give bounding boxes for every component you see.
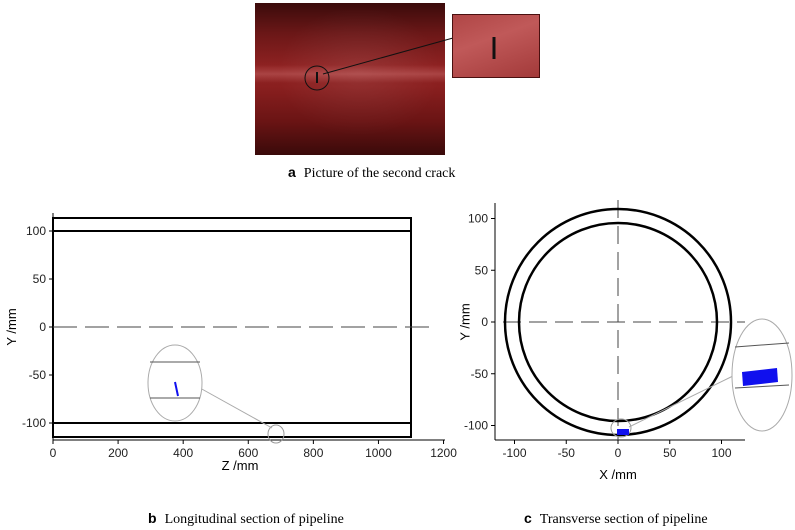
c-crack <box>617 429 629 435</box>
caption-c-label: c <box>524 510 532 526</box>
chart-longitudinal: 0 200 400 600 800 1000 1200 100 50 0 -50 -100 Z /m… <box>4 213 457 473</box>
b-x-tick-label: 400 <box>173 446 193 460</box>
caption-a: a Picture of the second crack <box>288 164 455 182</box>
caption-c-text: Transverse section of pipeline <box>539 512 708 527</box>
c-y-tick-label: 100 <box>468 212 488 226</box>
c-y-tick-label: -100 <box>464 419 488 433</box>
photo-callout-line <box>322 37 454 75</box>
c-inner-wall <box>517 221 719 423</box>
caption-b-text: Longitudinal section of pipeline <box>164 512 344 527</box>
b-ylabel: Y /mm <box>4 308 19 345</box>
c-ylabel: Y /mm <box>458 303 473 340</box>
b-y-tick-label: 0 <box>39 320 46 334</box>
b-y-tick-label: 100 <box>26 224 46 238</box>
caption-a-label: a <box>288 164 296 180</box>
b-x-tick-label: 1200 <box>430 446 457 460</box>
crack-closeup-inset <box>452 14 540 78</box>
chart-transverse: -100 -50 0 50 100 100 50 0 -50 -100 X /mm Y /mm <box>458 200 793 482</box>
b-crack-marker <box>267 424 285 444</box>
b-y-tick-label: -100 <box>22 416 46 430</box>
b-x-tick-label: 1000 <box>365 446 392 460</box>
b-callout-line <box>199 387 273 429</box>
b-x-tick-label: 0 <box>50 446 57 460</box>
c-y-tick-label: 50 <box>475 263 489 277</box>
c-zoom-line-bottom <box>734 384 790 389</box>
c-y-tick-label: 0 <box>481 315 488 329</box>
crack-photo <box>255 3 445 155</box>
caption-c: c Transverse section of pipeline <box>524 510 708 528</box>
caption-b-label: b <box>148 510 157 526</box>
c-xlabel: X /mm <box>599 467 637 482</box>
b-x-tick-label: 600 <box>238 446 258 460</box>
b-xlabel: Z /mm <box>222 458 259 473</box>
caption-b: b Longitudinal section of pipeline <box>148 510 344 528</box>
b-y-tick-label: -50 <box>29 368 47 382</box>
c-callout-line <box>628 374 736 428</box>
c-zoom-line-top <box>734 342 790 348</box>
c-x-tick-label: -50 <box>558 446 576 460</box>
c-x-tick-label: 100 <box>711 446 731 460</box>
c-y-tick-label: -50 <box>471 367 489 381</box>
b-crack <box>174 381 179 397</box>
b-y-tick-label: 50 <box>33 272 47 286</box>
c-x-tick-label: 50 <box>663 446 677 460</box>
c-x-tick-label: -100 <box>502 446 526 460</box>
b-x-tick-label: 200 <box>108 446 128 460</box>
caption-a-text: Picture of the second crack <box>303 166 456 181</box>
c-crack-zoomed <box>742 368 778 386</box>
b-x-tick-label: 800 <box>303 446 323 460</box>
c-x-tick-label: 0 <box>615 446 622 460</box>
c-crack-marker <box>610 418 632 438</box>
